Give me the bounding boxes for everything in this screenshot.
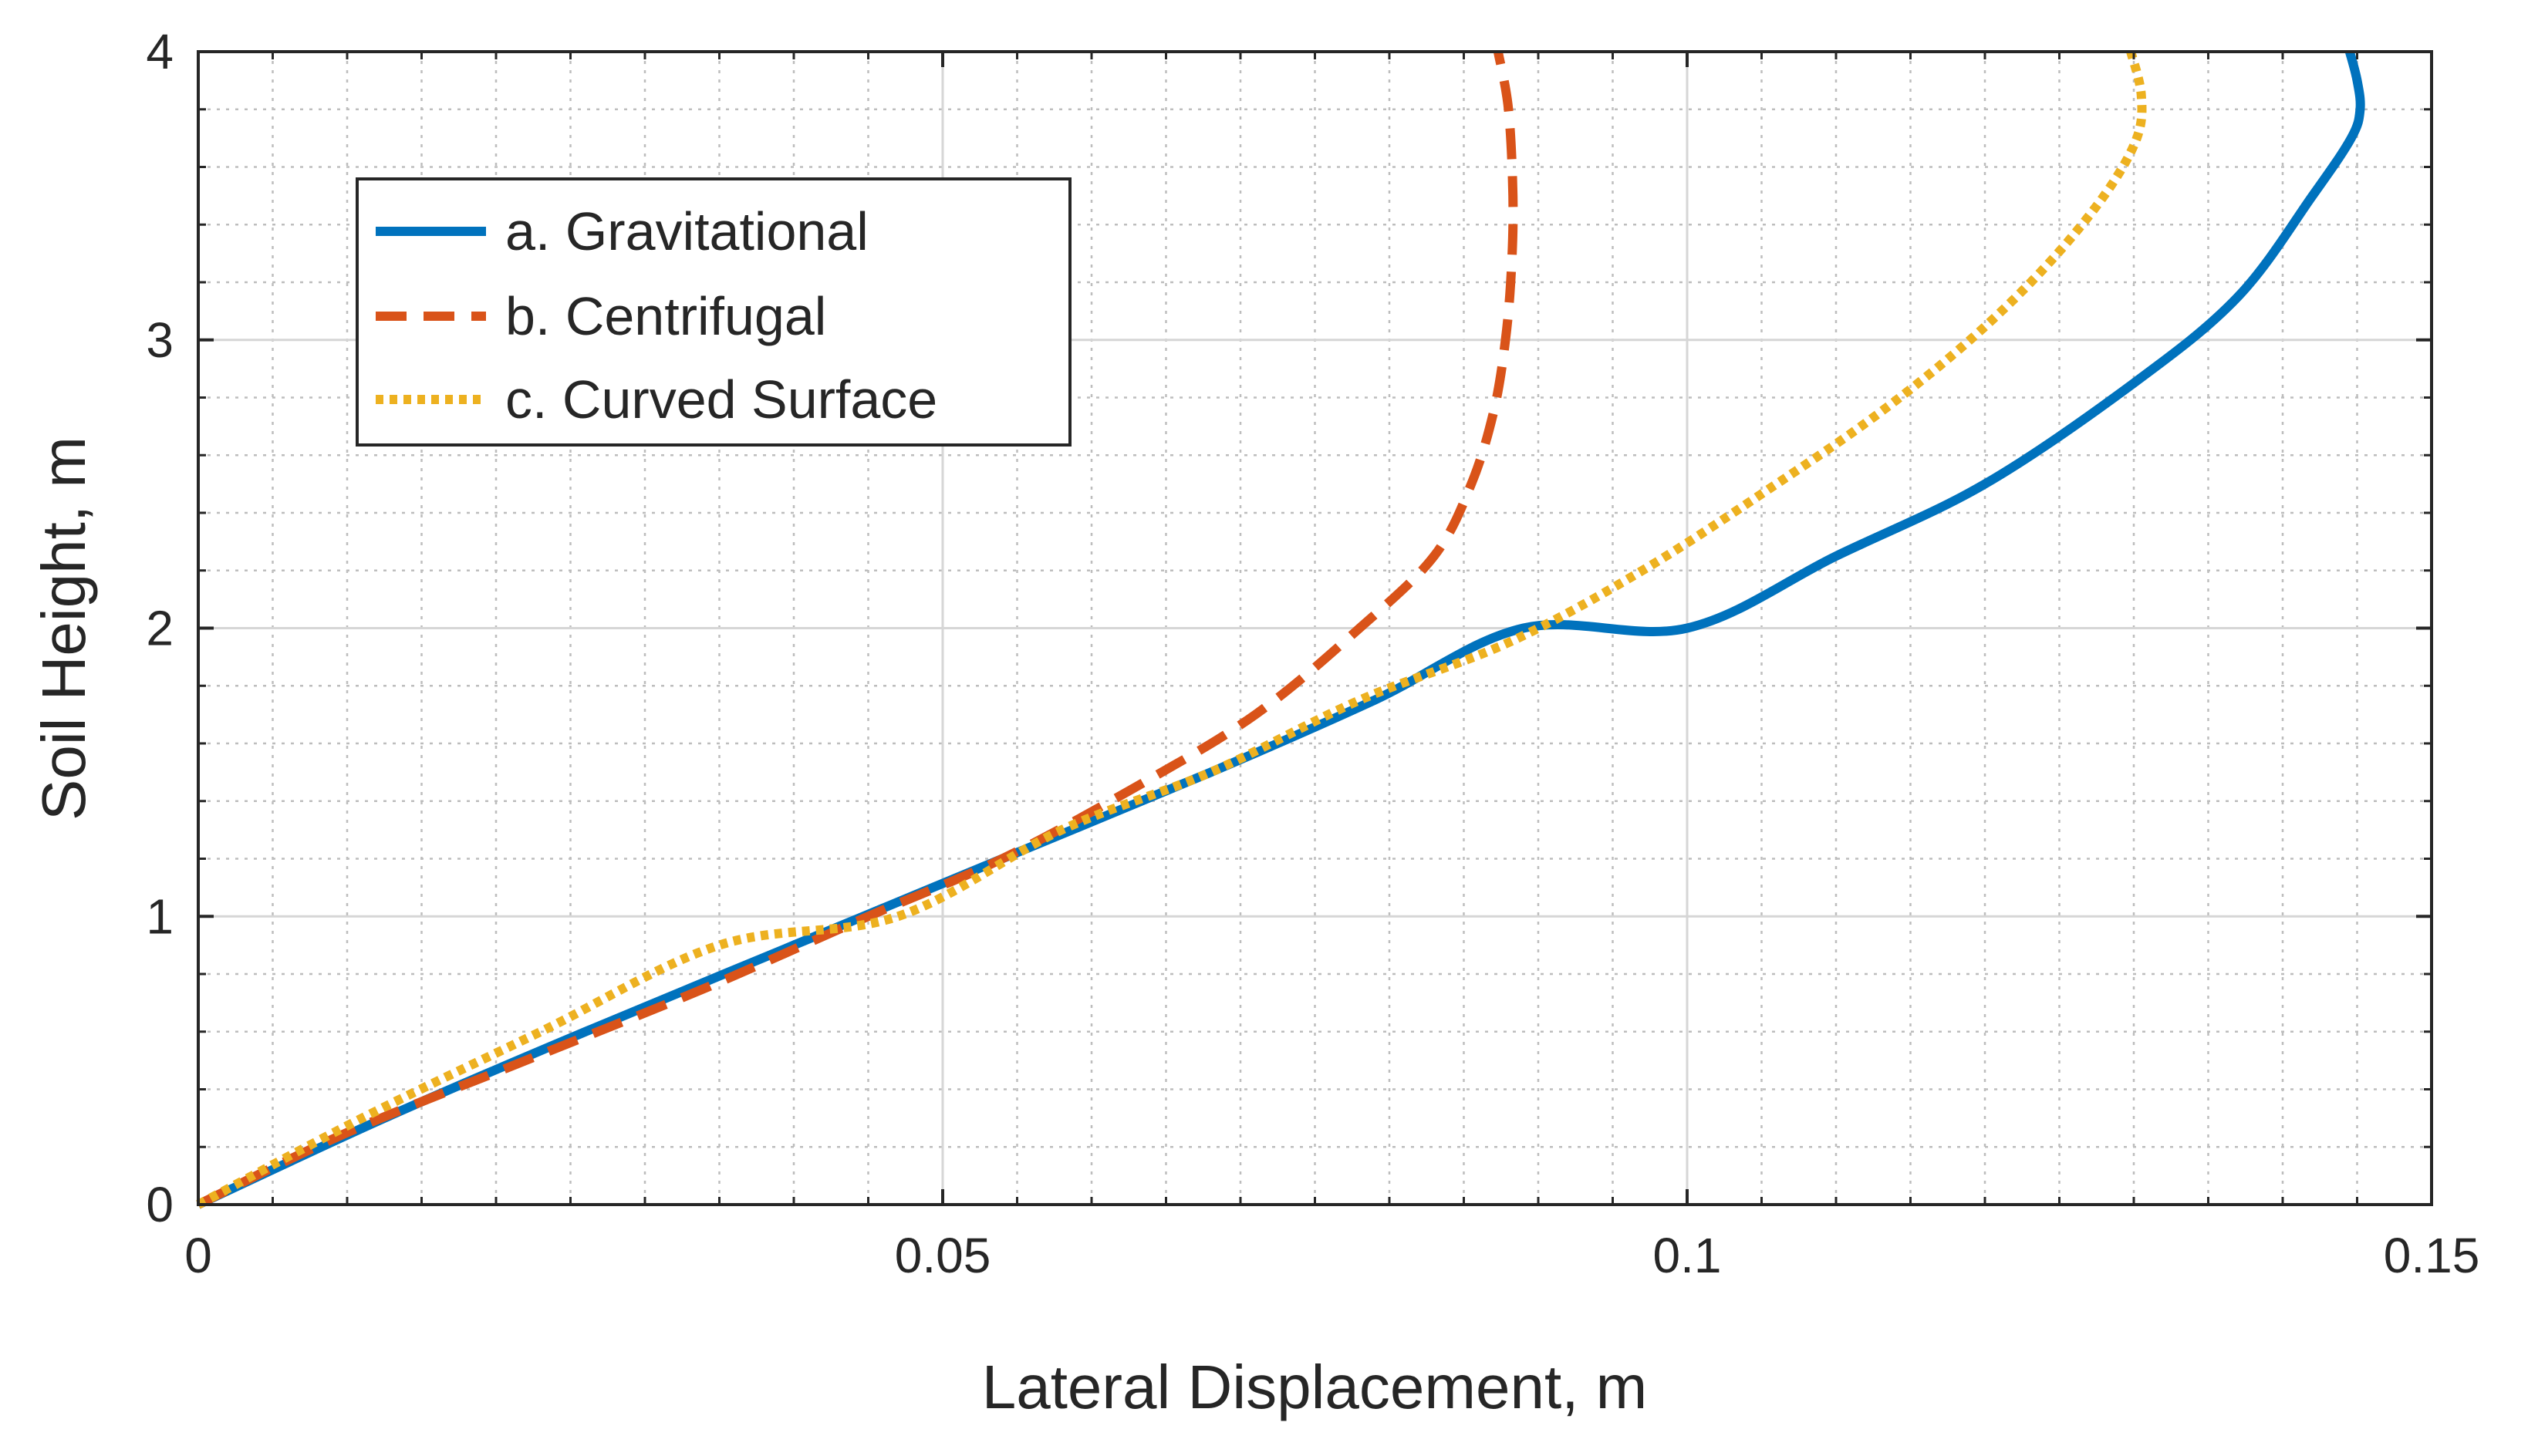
legend-label-curved-surface: c. Curved Surface [505, 369, 937, 430]
series-line-curved-surface [196, 50, 2147, 1209]
legend-label-gravitational: a. Gravitational [505, 201, 869, 261]
series-line-centrifugal [196, 50, 1518, 1209]
legend-label-centrifugal: b. Centrifugal [505, 286, 826, 346]
y-tick-label: 4 [146, 24, 174, 79]
x-tick-label: 0.05 [895, 1228, 991, 1283]
x-tick-label: 0.15 [2384, 1228, 2480, 1283]
legend: a. Gravitational b. Centrifugal c. Curve… [356, 177, 1072, 447]
x-tick-label: 0 [184, 1228, 212, 1283]
y-tick-label: 0 [146, 1177, 174, 1232]
x-tick-label: 0.1 [1653, 1228, 1722, 1283]
y-tick-label: 1 [146, 888, 174, 944]
x-axis-label: Lateral Displacement, m [982, 1353, 1648, 1421]
series-layer [196, 50, 2365, 1209]
y-tick-label: 2 [146, 601, 174, 656]
y-axis-label: Soil Height, m [29, 436, 98, 821]
series-line-gravitational [196, 50, 2365, 1209]
tick-labels: 0 0.05 0.1 0.15 0 1 2 3 4 [146, 24, 2479, 1283]
axis-ticks [197, 50, 2433, 1206]
y-tick-label: 3 [146, 312, 174, 368]
